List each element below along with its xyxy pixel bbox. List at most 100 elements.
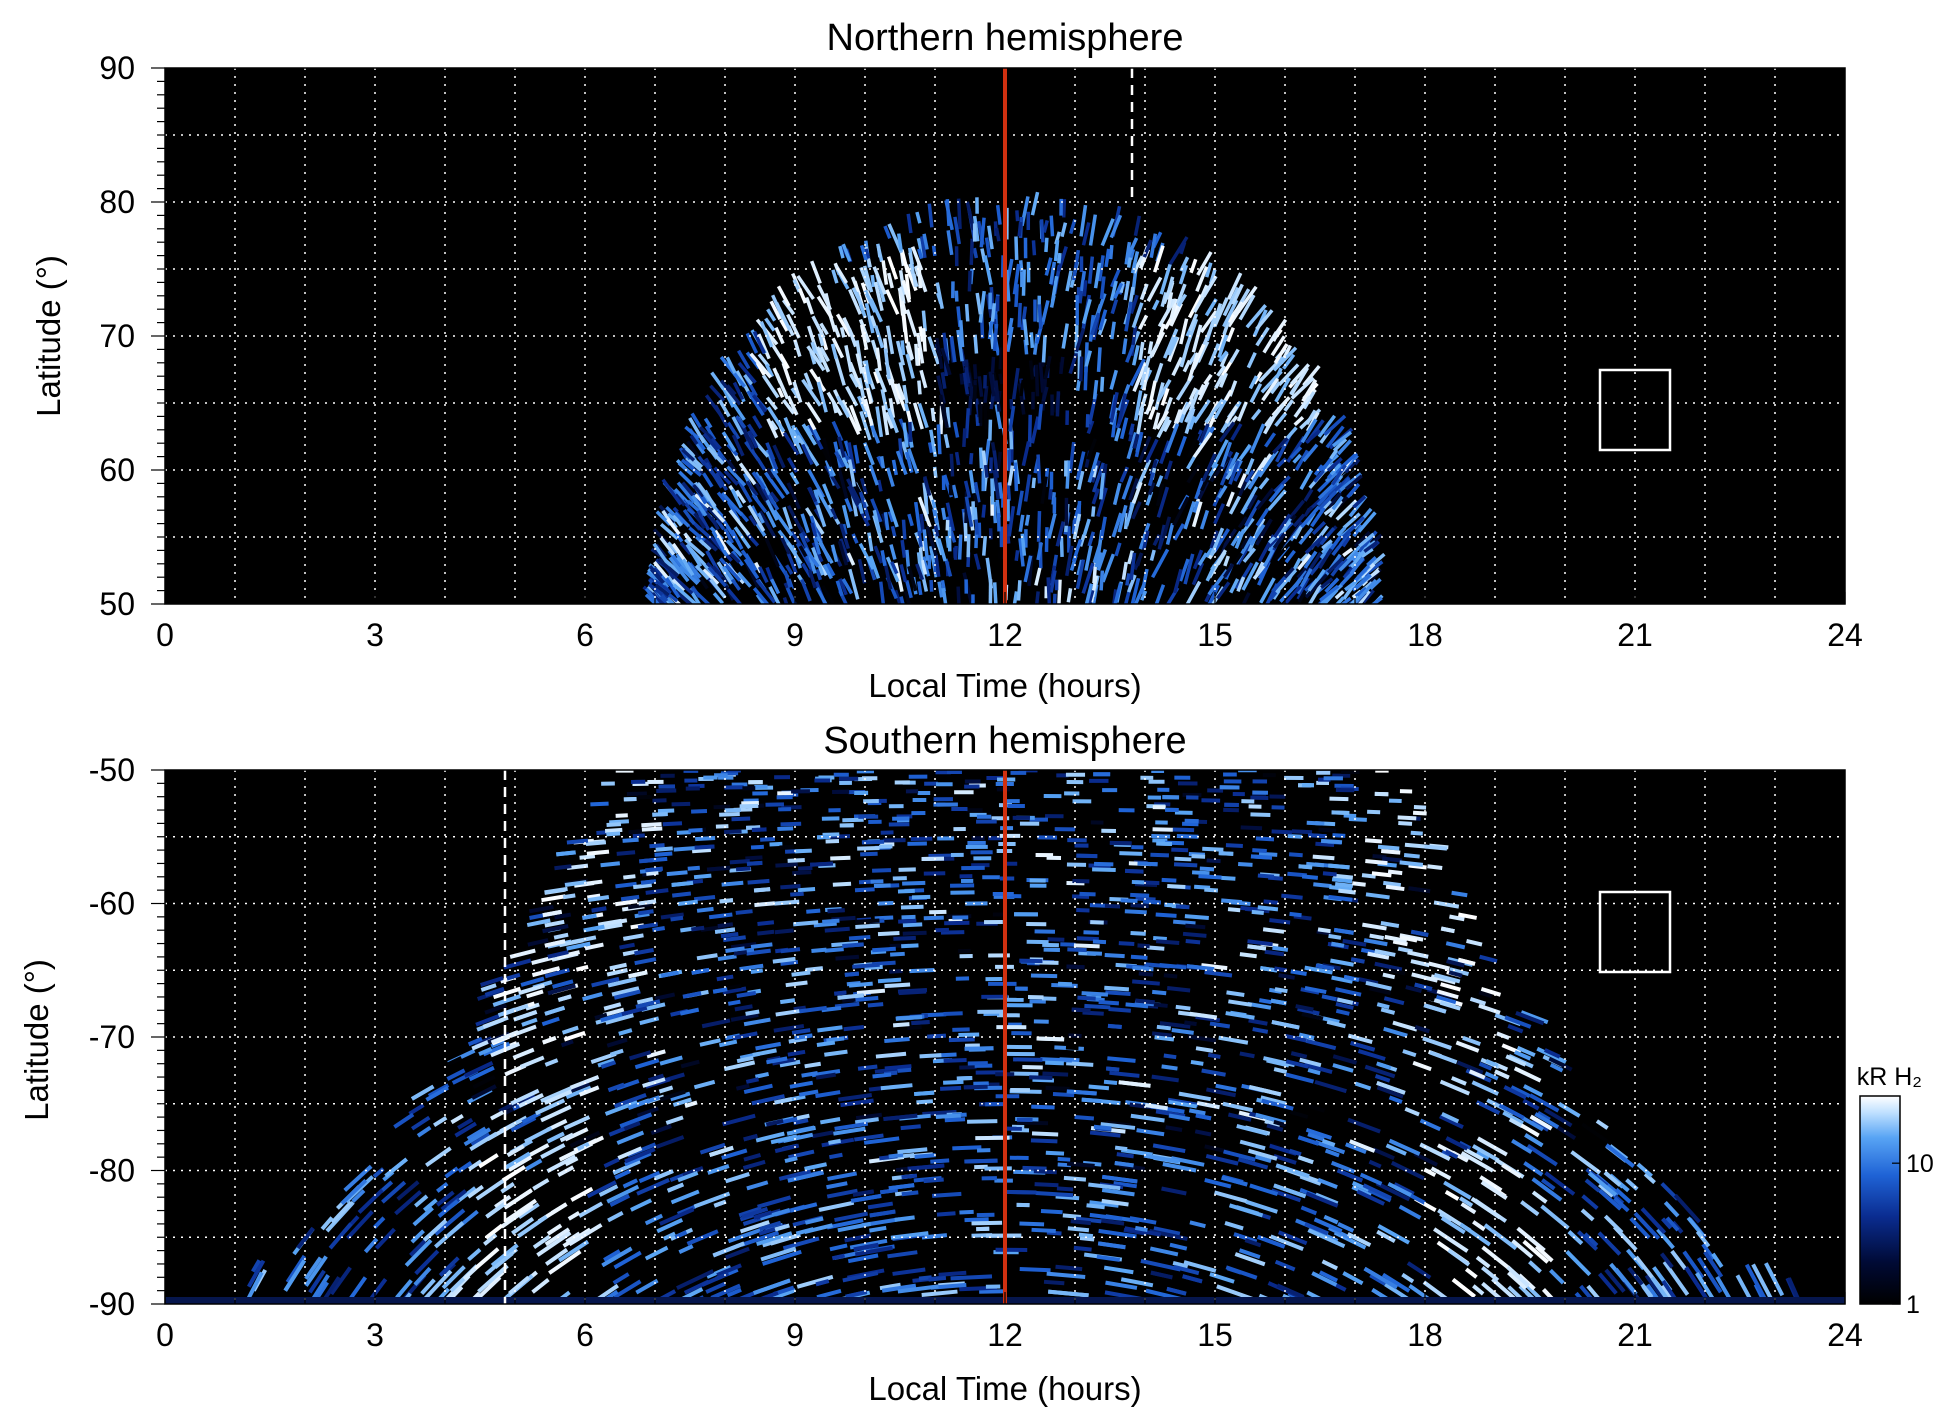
emission-stroke — [1044, 237, 1049, 253]
emission-stroke — [992, 323, 999, 351]
emission-stroke — [1163, 460, 1173, 480]
emission-stroke — [1382, 972, 1396, 980]
emission-stroke — [1218, 350, 1229, 363]
emission-stroke — [513, 1009, 538, 1022]
emission-stroke — [1048, 488, 1053, 500]
emission-stroke — [842, 942, 864, 948]
emission-stroke — [1393, 1182, 1415, 1196]
emission-stroke — [1540, 1204, 1570, 1230]
emission-stroke — [1300, 505, 1321, 529]
emission-stroke — [1149, 1246, 1179, 1257]
emission-stroke — [1040, 476, 1048, 504]
emission-stroke — [1199, 866, 1215, 872]
emission-stroke — [1192, 431, 1213, 459]
emission-stroke — [1245, 1199, 1278, 1214]
emission-stroke — [958, 1032, 980, 1038]
emission-stroke — [1016, 490, 1024, 516]
emission-stroke — [379, 1180, 394, 1193]
emission-stroke — [1384, 1282, 1410, 1301]
emission-stroke — [1185, 580, 1202, 604]
emission-stroke — [565, 1231, 581, 1244]
emission-stroke — [1184, 914, 1209, 920]
emission-stroke — [1472, 1284, 1485, 1296]
emission-stroke — [1304, 534, 1325, 555]
emission-stroke — [774, 899, 800, 906]
emission-stroke — [743, 558, 760, 580]
emission-stroke — [888, 1183, 915, 1191]
emission-stroke — [1293, 415, 1305, 427]
emission-stroke — [542, 1036, 557, 1045]
emission-stroke — [583, 924, 605, 933]
emission-stroke — [1071, 520, 1077, 534]
emission-stroke — [815, 488, 834, 518]
emission-stroke — [759, 1208, 791, 1221]
emission-stroke — [1100, 218, 1115, 247]
emission-stroke — [952, 421, 960, 438]
emission-stroke — [503, 1188, 533, 1210]
emission-stroke — [619, 942, 635, 950]
emission-stroke — [1097, 1241, 1126, 1250]
emission-stroke — [1359, 1172, 1383, 1186]
emission-stroke — [696, 482, 717, 508]
emission-stroke — [729, 552, 741, 564]
emission-stroke — [751, 394, 767, 413]
emission-stroke — [1030, 973, 1058, 979]
emission-stroke — [907, 1025, 922, 1030]
emission-stroke — [884, 1036, 910, 1044]
emission-stroke — [900, 1124, 921, 1131]
emission-stroke — [1192, 399, 1211, 424]
emission-stroke — [1167, 336, 1179, 356]
emission-stroke — [743, 1083, 773, 1094]
emission-stroke — [851, 533, 859, 544]
emission-stroke — [941, 587, 948, 604]
emission-stroke — [917, 380, 922, 395]
emission-stroke — [890, 561, 899, 575]
emission-stroke — [745, 1009, 760, 1016]
emission-stroke — [586, 893, 601, 900]
emission-stroke — [755, 522, 767, 537]
emission-stroke — [746, 948, 771, 956]
emission-stroke — [1128, 423, 1135, 436]
emission-stroke — [1135, 407, 1145, 437]
emission-stroke — [1238, 443, 1252, 461]
emission-stroke — [824, 926, 850, 933]
x-tick-label: 3 — [366, 617, 384, 653]
emission-stroke — [744, 553, 758, 572]
emission-stroke — [1186, 433, 1200, 459]
emission-stroke — [767, 494, 780, 511]
emission-stroke — [637, 922, 659, 930]
emission-stroke — [563, 1030, 586, 1042]
emission-stroke — [1375, 1181, 1411, 1202]
emission-stroke — [1336, 439, 1352, 456]
emission-stroke — [1165, 522, 1175, 545]
emission-stroke — [1070, 1219, 1092, 1226]
southern-box — [1598, 890, 1672, 974]
emission-stroke — [1129, 294, 1139, 314]
emission-stroke — [591, 906, 607, 913]
emission-stroke — [923, 915, 944, 921]
emission-stroke — [682, 508, 696, 525]
emission-stroke — [396, 1180, 420, 1201]
emission-stroke — [898, 918, 917, 924]
emission-stroke — [810, 260, 822, 284]
emission-stroke — [831, 1253, 846, 1261]
emission-stroke — [846, 485, 860, 507]
emission-stroke — [1451, 1150, 1469, 1163]
emission-stroke — [807, 468, 826, 499]
emission-stroke — [891, 459, 898, 476]
emission-stroke — [1463, 1147, 1484, 1161]
emission-stroke — [1233, 467, 1243, 482]
emission-stroke — [1092, 380, 1099, 400]
emission-stroke — [1229, 578, 1240, 594]
emission-stroke — [1327, 863, 1350, 870]
emission-stroke — [628, 970, 648, 979]
emission-stroke — [1580, 1208, 1595, 1222]
emission-stroke — [1271, 576, 1287, 592]
emission-stroke — [1103, 1079, 1118, 1085]
emission-stroke — [1012, 263, 1021, 295]
emission-stroke — [524, 1126, 553, 1144]
emission-stroke — [635, 1278, 659, 1295]
emission-stroke — [1319, 584, 1340, 602]
emission-stroke — [627, 902, 653, 910]
emission-stroke — [1484, 1071, 1499, 1081]
